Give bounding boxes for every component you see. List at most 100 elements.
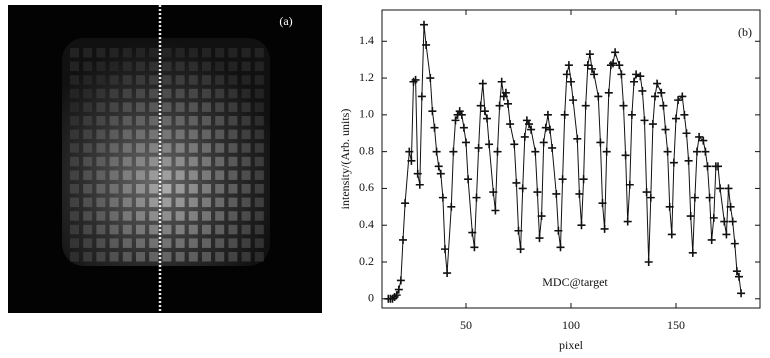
marker <box>457 110 466 119</box>
marker <box>575 189 584 198</box>
grid-cell <box>109 252 119 262</box>
marker <box>512 178 521 187</box>
grid-cell <box>162 88 172 99</box>
marker <box>420 20 428 29</box>
marker <box>432 147 441 156</box>
grid-cell <box>202 129 211 140</box>
grid-cell <box>83 88 93 99</box>
marker <box>663 147 672 156</box>
image-panel: (a) <box>8 5 322 313</box>
grid-cell <box>96 252 106 262</box>
marker <box>470 243 479 252</box>
marker <box>672 114 680 123</box>
marker <box>661 125 670 134</box>
grid-cell <box>188 224 198 235</box>
grid-cell <box>136 224 145 235</box>
grid-cell <box>228 211 238 221</box>
grid-cell <box>136 129 145 140</box>
marker <box>546 125 554 134</box>
grid-cell <box>96 88 106 99</box>
grid-cell <box>70 48 79 58</box>
grid-cell <box>162 48 172 58</box>
marker <box>407 156 416 165</box>
grid-cell <box>241 61 251 72</box>
chart-panel: (b) MDC@target pixel intensity/(Arb. uni… <box>338 9 761 352</box>
marker <box>690 193 699 202</box>
marker <box>680 110 689 119</box>
marker <box>491 206 500 215</box>
grid-cell <box>228 238 238 248</box>
grid-cell <box>175 252 185 262</box>
grid-cell <box>254 129 264 140</box>
grid-cell <box>188 238 198 248</box>
grid-cell <box>162 143 172 153</box>
grid-cell <box>70 143 79 153</box>
grid-pattern <box>70 48 264 262</box>
grid-cell <box>96 129 106 140</box>
marker <box>504 99 512 108</box>
grid-cell <box>96 116 106 126</box>
marker <box>394 285 403 294</box>
grid-cell <box>109 102 119 112</box>
grid-cell <box>96 224 106 235</box>
grid-cell <box>122 116 132 126</box>
grid-cell <box>83 252 93 262</box>
grid-cell <box>162 75 172 85</box>
grid-cell <box>122 61 132 72</box>
grid-cell <box>188 75 198 85</box>
grid-cell <box>241 102 251 112</box>
grid-cell <box>122 129 132 140</box>
marker <box>535 234 544 243</box>
marker <box>562 70 571 79</box>
marker <box>600 224 609 233</box>
grid-cell <box>228 224 238 235</box>
grid-cell <box>215 211 225 221</box>
grid-cell <box>70 238 79 248</box>
marker <box>686 212 695 221</box>
marker <box>684 156 693 165</box>
grid-cell <box>215 184 225 194</box>
marker <box>399 235 407 244</box>
grid-cell <box>175 88 185 99</box>
grid-cell <box>175 170 185 180</box>
marker <box>533 188 542 197</box>
grid-cell <box>83 102 93 112</box>
marker <box>722 230 731 239</box>
grid-cell <box>215 156 225 167</box>
grid-cell <box>188 211 198 221</box>
marker <box>520 132 529 141</box>
grid-cell <box>241 170 251 180</box>
marker <box>646 193 655 202</box>
marker <box>497 77 506 86</box>
grid-cell <box>215 75 225 85</box>
grid-cell <box>109 61 119 72</box>
grid-cell <box>162 184 172 194</box>
grid-cell <box>241 238 251 248</box>
grid-cell <box>109 129 119 140</box>
marker <box>695 132 704 141</box>
marker <box>594 92 603 101</box>
grid-cell <box>175 48 185 58</box>
grid-cell <box>215 143 225 153</box>
marker <box>516 245 525 254</box>
grid-cell <box>241 156 251 167</box>
grid-cell <box>136 184 145 194</box>
grid-cell <box>83 170 93 180</box>
marker <box>443 269 452 278</box>
grid-cell <box>228 170 238 180</box>
grid-cell <box>188 129 198 140</box>
grid-cell <box>188 102 198 112</box>
grid-cell <box>83 48 93 58</box>
grid-cell <box>215 238 225 248</box>
marker <box>548 143 557 152</box>
grid-cell <box>188 197 198 208</box>
marker <box>657 88 666 97</box>
grid-cell <box>228 61 238 72</box>
grid-cell <box>241 88 251 99</box>
grid-cell <box>70 61 79 72</box>
marker <box>617 70 626 79</box>
grid-cell <box>83 224 93 235</box>
grid-cell <box>188 61 198 72</box>
marker <box>588 64 596 73</box>
grid-cell <box>83 197 93 208</box>
